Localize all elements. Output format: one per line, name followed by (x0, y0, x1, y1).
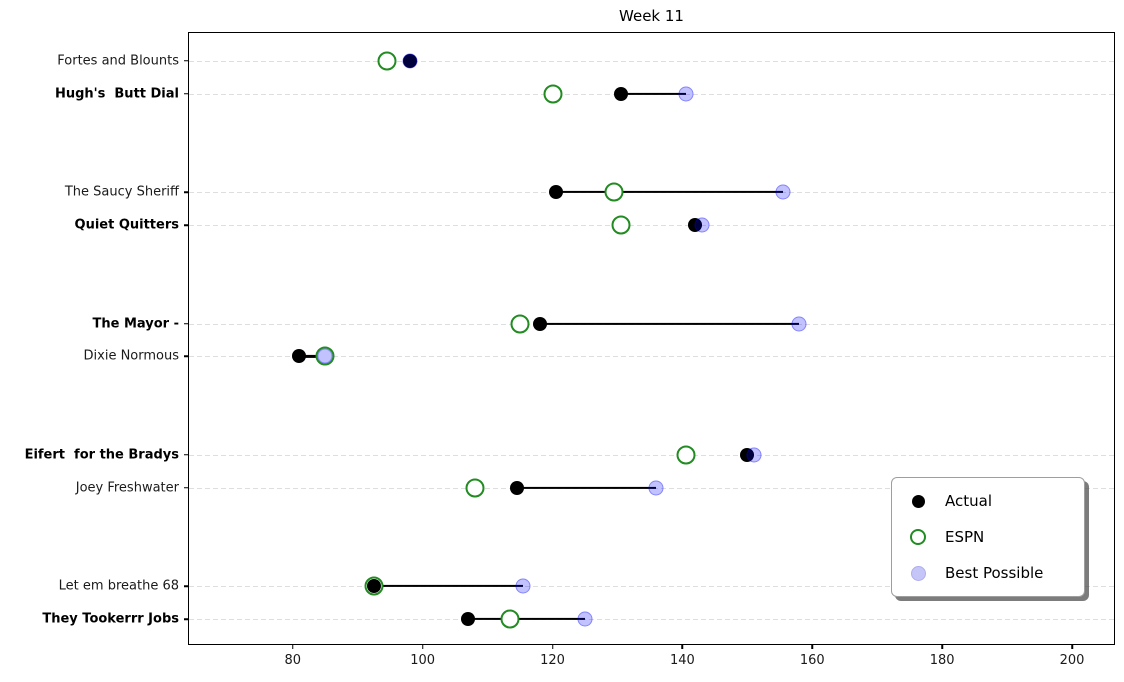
x-tick-label: 100 (410, 653, 436, 668)
legend-label-actual: Actual (945, 492, 992, 510)
espn-marker-icon (908, 529, 928, 545)
x-tick-label: 80 (284, 653, 302, 668)
actual-marker-icon (908, 494, 928, 508)
espn-dot (465, 478, 485, 498)
espn-dot (510, 314, 530, 334)
y-tick (184, 355, 189, 358)
espn-dot (500, 609, 520, 629)
y-tick (184, 60, 189, 62)
actual-to-best-connector-line (620, 92, 686, 95)
team-label: Joey Freshwater (75, 480, 179, 496)
actual-dot (613, 86, 628, 101)
y-tick (184, 585, 189, 587)
best-possible-dot (791, 316, 807, 332)
legend-label-best-possible: Best Possible (945, 564, 1044, 582)
team-label: They Tookerrr Jobs (42, 611, 179, 627)
y-tick (184, 454, 189, 456)
best-possible-dot (515, 578, 531, 594)
actual-to-best-connector-line (516, 486, 657, 489)
actual-dot (366, 579, 381, 594)
x-tick-label: 160 (799, 653, 825, 668)
team-label: Fortes and Blounts (57, 53, 179, 69)
gridline (189, 454, 1114, 456)
legend-item-actual: Actual (908, 492, 1068, 510)
y-tick (184, 322, 189, 325)
team-label: Dixie Normous (83, 348, 179, 364)
team-label: Let em breathe 68 (58, 578, 179, 594)
x-tick (811, 644, 814, 649)
team-label: Quiet Quitters (74, 217, 179, 233)
actual-dot (548, 185, 563, 200)
espn-dot (604, 182, 624, 202)
team-label: The Saucy Sheriff (64, 184, 179, 200)
gridline (189, 60, 1114, 62)
actual-dot (532, 316, 547, 331)
espn-dot (543, 84, 563, 104)
y-tick (184, 92, 189, 95)
y-tick (184, 618, 189, 620)
actual-to-best-connector-line (468, 617, 585, 621)
best-possible-dot (577, 611, 593, 627)
gridline (189, 619, 1114, 621)
best-possible-dot (402, 53, 418, 69)
best-possible-dot (648, 480, 664, 496)
x-tick (421, 644, 424, 649)
team-label: The Mayor - (92, 316, 179, 332)
actual-to-best-connector-line (373, 585, 524, 588)
best-possible-dot (317, 348, 333, 364)
actual-dot (509, 480, 524, 495)
actual-to-best-connector-line (539, 322, 800, 325)
actual-dot (292, 349, 307, 364)
x-tick-label: 180 (929, 653, 955, 668)
legend-label-espn: ESPN (945, 528, 985, 546)
x-tick (292, 644, 294, 649)
best-possible-dot (746, 447, 762, 463)
y-tick (184, 486, 189, 489)
plot-area: Fortes and Blounts Hugh's Butt Dial The Sa… (25, 32, 1115, 668)
espn-dot (676, 445, 696, 465)
chart-title: Week 11 (619, 7, 684, 25)
x-tick-label: 200 (1059, 653, 1085, 668)
x-tick-label: 120 (540, 653, 565, 668)
best-possible-dot (678, 86, 694, 102)
best-possible-dot (694, 217, 710, 233)
x-tick (1071, 644, 1073, 649)
actual-to-best-connector-line (555, 191, 784, 194)
espn-dot (611, 215, 631, 235)
actual-to-best-connector-line (299, 355, 326, 358)
team-label: Hugh's Butt Dial (54, 86, 179, 102)
gridline (189, 225, 1114, 227)
gridline (189, 356, 1114, 358)
x-tick (551, 644, 554, 649)
y-tick (184, 224, 189, 226)
legend-item-best-possible: Best Possible (908, 564, 1068, 582)
team-label: Eifert for the Bradys (24, 447, 179, 463)
x-tick (681, 644, 684, 649)
x-tick (941, 644, 943, 649)
best-possible-marker-icon (908, 565, 928, 581)
legend: Actual ESPN Best Possible (891, 477, 1085, 597)
espn-dot (377, 51, 397, 71)
best-possible-dot (775, 184, 791, 200)
gridline (189, 586, 1114, 588)
legend-item-espn: ESPN (908, 528, 1068, 546)
y-tick (184, 191, 189, 193)
x-tick-label: 140 (669, 653, 695, 668)
actual-dot (461, 612, 476, 627)
